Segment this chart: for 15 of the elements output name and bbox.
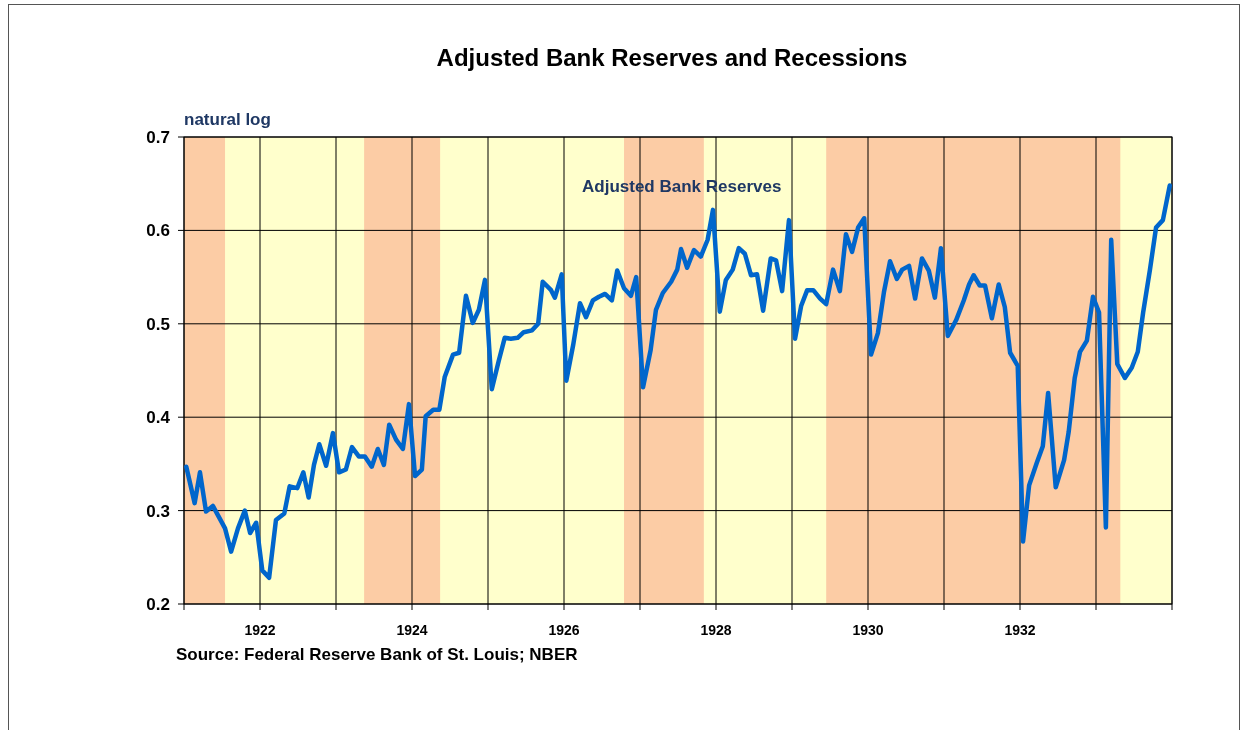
y-tick-label: 0.4 <box>146 408 171 428</box>
x-tick-label: 1926 <box>548 622 580 638</box>
y-tick-label: 0.5 <box>146 314 170 334</box>
y-tick-label: 0.2 <box>146 595 170 614</box>
x-tick-label: 1924 <box>396 622 428 638</box>
y-tick-label: 0.3 <box>146 501 170 521</box>
x-tick-label: 1928 <box>700 622 732 638</box>
y-tick-label: 0.7 <box>146 128 170 147</box>
x-tick-label: 1932 <box>1004 622 1036 638</box>
source-note: Source: Federal Reserve Bank of St. Louis; NBER <box>176 645 578 664</box>
chart-title: Adjusted Bank Reserves and Recessions <box>436 44 908 71</box>
y-axis-title: natural log <box>184 110 271 129</box>
x-tick-label: 1930 <box>852 622 884 638</box>
y-tick-label: 0.6 <box>146 221 170 241</box>
x-tick-label: 1922 <box>244 622 276 638</box>
